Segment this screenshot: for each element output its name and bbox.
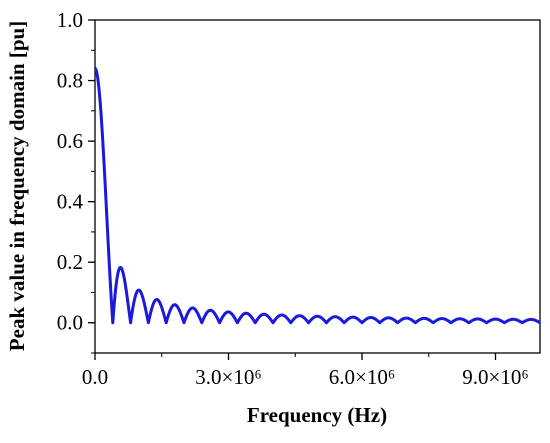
y-tick-label: 0.2: [57, 250, 83, 274]
y-axis-title: Peak value in frequency domain [pu]: [5, 21, 29, 351]
x-axis-title: Frequency (Hz): [247, 403, 387, 427]
x-tick-label: 3.0×10⁶: [195, 365, 261, 389]
x-tick-label: 6.0×10⁶: [329, 365, 395, 389]
plot-area: [93, 19, 542, 354]
y-tick-label: 0.4: [57, 190, 84, 214]
y-tick-label: 0.6: [57, 129, 83, 153]
y-axis-ticks: 0.0 0.2 0.4 0.6 0.8 1.0: [57, 8, 95, 354]
y-tick-label: 0.0: [57, 311, 83, 335]
x-tick-label: 0.0: [82, 365, 108, 389]
y-tick-label: 1.0: [57, 8, 83, 32]
y-tick-label: 0.8: [57, 69, 83, 93]
series-line: [93, 67, 542, 325]
plot-frame: [94, 19, 541, 354]
x-tick-label: 9.0×10⁶: [462, 365, 528, 389]
x-axis-ticks: 0.0 3.0×10⁶ 6.0×10⁶ 9.0×10⁶: [82, 353, 529, 389]
